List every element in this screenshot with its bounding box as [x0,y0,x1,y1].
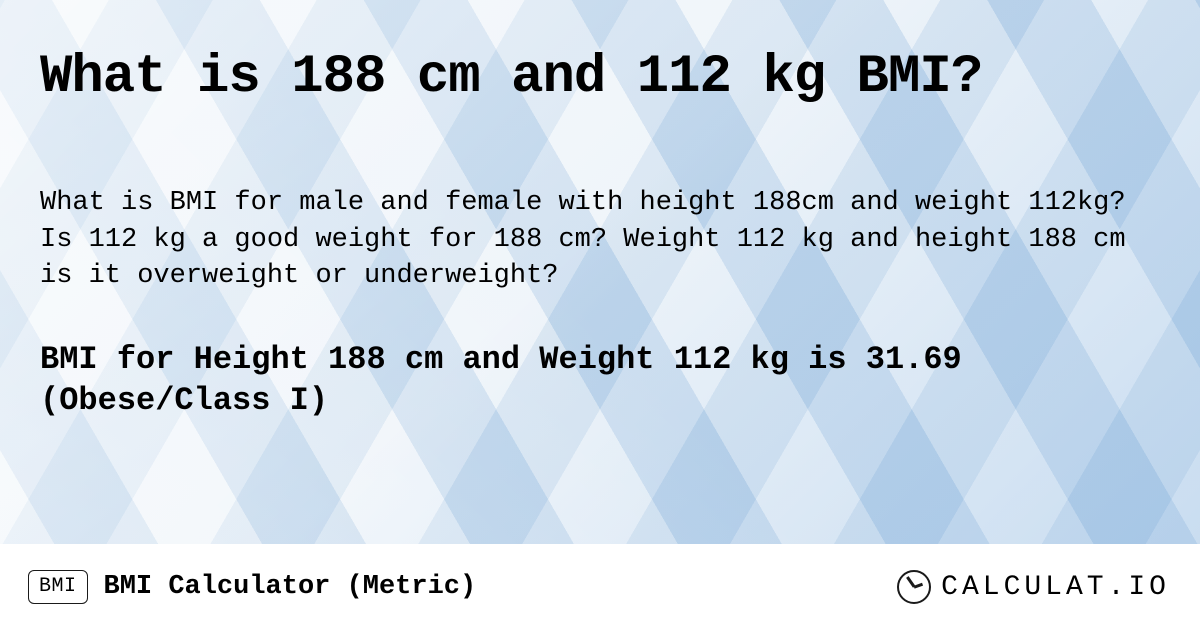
page-title: What is 188 cm and 112 kg BMI? [40,48,1160,107]
bmi-badge: BMI [28,570,88,604]
content-area: What is 188 cm and 112 kg BMI? What is B… [0,0,1200,630]
brand: CALCULAT.IO [897,570,1170,604]
footer-title: BMI Calculator (Metric) [104,572,477,602]
clock-icon [897,570,931,604]
bmi-result: BMI for Height 188 cm and Weight 112 kg … [40,339,1160,422]
description-text: What is BMI for male and female with hei… [40,185,1160,294]
footer-bar: BMI BMI Calculator (Metric) CALCULAT.IO [0,544,1200,630]
brand-text: CALCULAT.IO [941,572,1170,603]
